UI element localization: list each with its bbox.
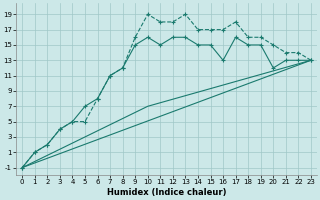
X-axis label: Humidex (Indice chaleur): Humidex (Indice chaleur) bbox=[107, 188, 226, 197]
